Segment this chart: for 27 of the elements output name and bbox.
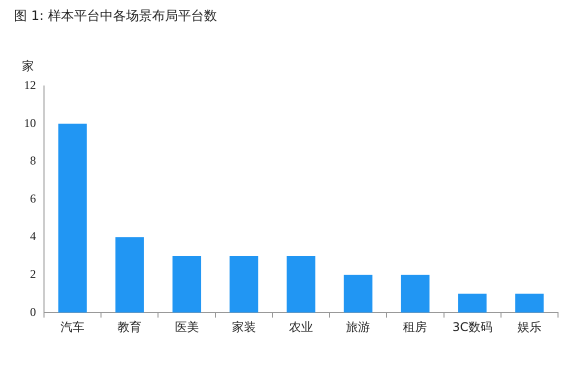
bar — [115, 237, 144, 313]
chart-title: 图 1: 样本平台中各场景布局平台数 — [14, 8, 217, 25]
x-tick-label: 农业 — [289, 320, 313, 334]
y-axis-title: 家 — [22, 58, 34, 75]
x-tick-label: 旅游 — [346, 320, 370, 334]
bar — [458, 294, 487, 313]
x-tick-label: 租房 — [403, 320, 428, 334]
x-tick-label: 汽车 — [60, 320, 85, 334]
bar — [58, 124, 87, 313]
y-tick-label: 0 — [30, 304, 36, 319]
y-tick-label: 10 — [24, 116, 36, 130]
bar — [172, 256, 202, 313]
bar — [286, 256, 316, 313]
bar — [515, 294, 544, 313]
y-tick-label: 2 — [30, 266, 36, 281]
bar — [400, 274, 430, 313]
y-tick-label: 4 — [30, 229, 36, 244]
bar — [344, 274, 372, 313]
bar — [230, 256, 258, 313]
x-tick-label: 家装 — [232, 320, 256, 334]
x-tick-label: 医美 — [174, 320, 199, 334]
y-tick-label: 8 — [30, 154, 36, 168]
x-tick-label: 娱乐 — [517, 320, 542, 334]
y-tick-label: 6 — [30, 191, 36, 206]
x-tick-label: 3C数码 — [452, 320, 492, 334]
x-tick-label: 教育 — [118, 320, 142, 334]
y-tick-label: 12 — [24, 78, 36, 92]
